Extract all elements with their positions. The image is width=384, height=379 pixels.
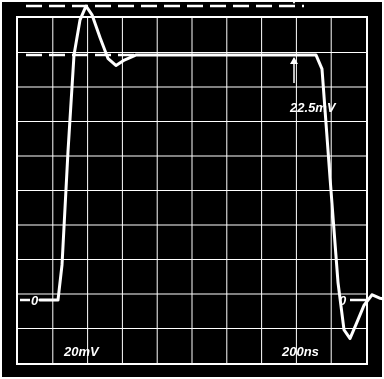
signal-trace — [38, 4, 384, 340]
delta-markers — [290, 0, 298, 83]
scope-screen-border — [16, 16, 368, 365]
zero-label-right: 0 — [339, 293, 347, 308]
volts-per-div-label: 20mV — [63, 344, 100, 359]
delta-arrow-lower-head — [290, 57, 298, 64]
delta-arrow-upper-head — [291, 0, 297, 4]
delta-label: 22.5mV — [289, 100, 337, 115]
time-per-div-label: 200ns — [281, 344, 319, 359]
zero-label-left: 0 — [31, 293, 39, 308]
